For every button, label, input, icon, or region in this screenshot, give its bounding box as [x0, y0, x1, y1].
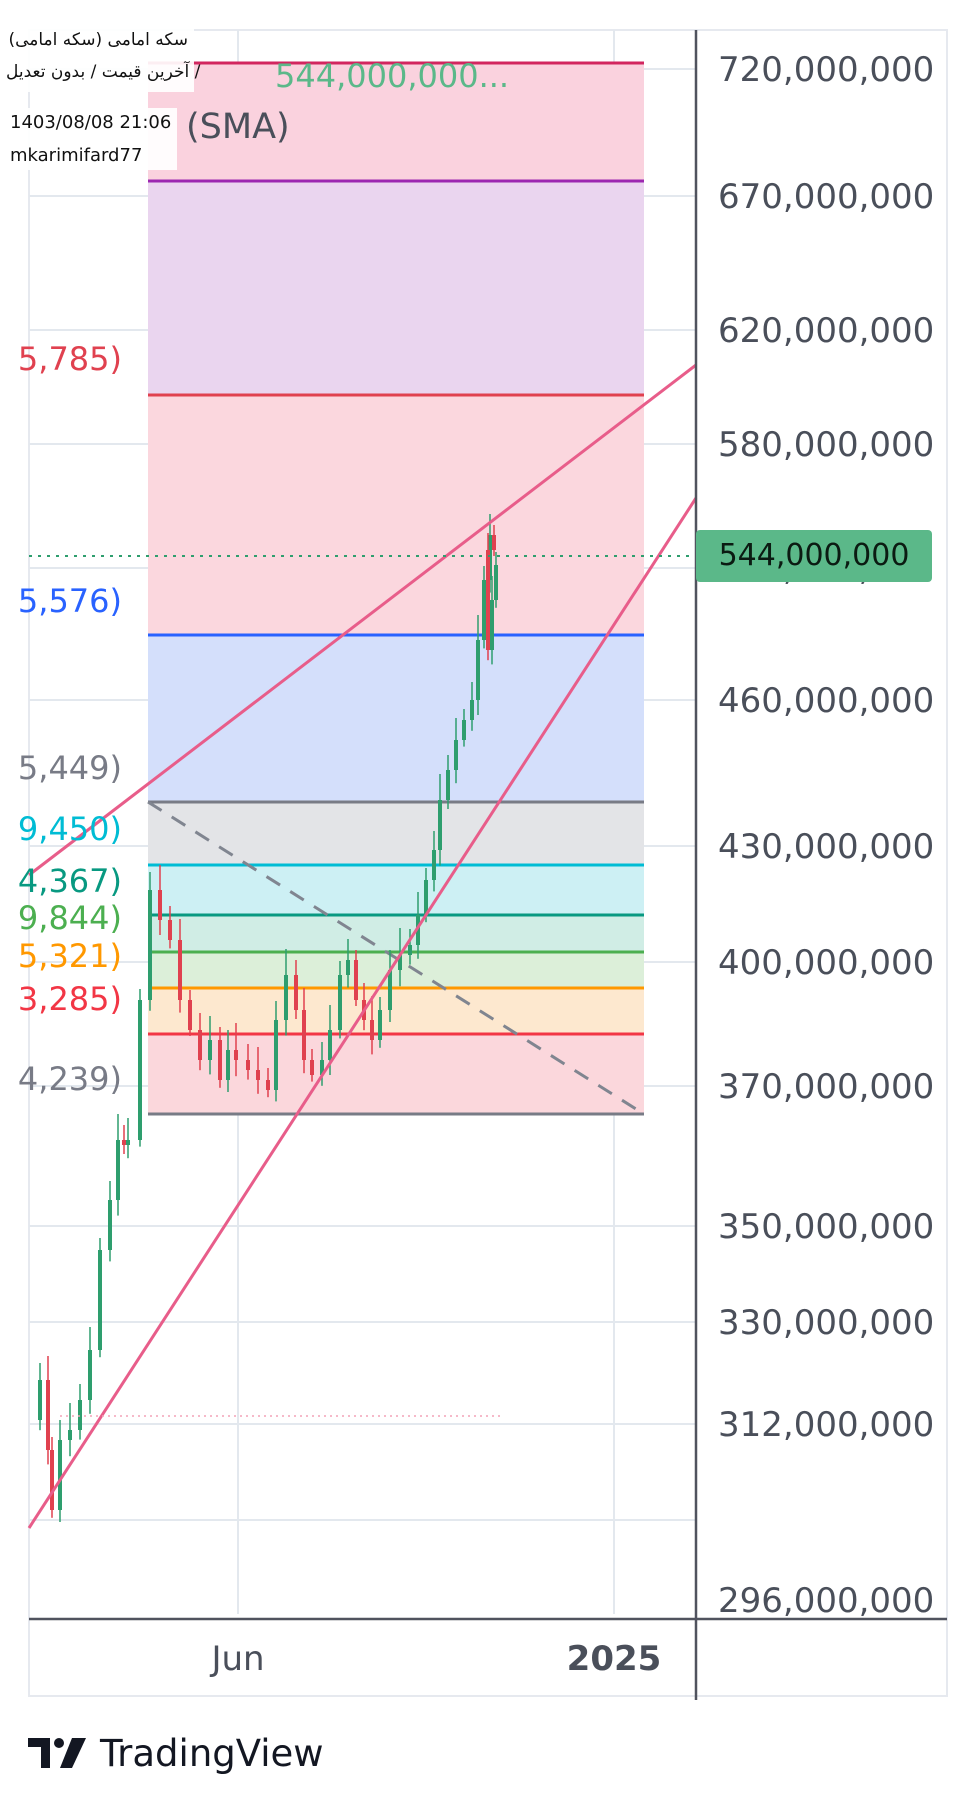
y-tick-label: 296,000,000 [718, 1581, 934, 1621]
candle-body [408, 945, 412, 955]
y-tick-label: 400,000,000 [718, 943, 934, 983]
candle-body [68, 1430, 72, 1440]
candle-body [454, 740, 458, 770]
candle-body [266, 1080, 270, 1090]
candle-body [370, 1020, 374, 1040]
author: mkarimifard77 [10, 145, 143, 166]
candle-body [226, 1050, 230, 1080]
fib-level-labels: 5,785) 5,576) 5,449) 9,450) 4,367)9,844)5,32… [18, 340, 122, 1098]
fib-level-label: 9,844) [18, 899, 122, 937]
fib-level-label: 4,367) [18, 862, 122, 900]
candle-body [354, 960, 358, 1000]
overlay-price: 544,000,000... [275, 57, 509, 95]
candle-body [168, 920, 172, 940]
candle-body [320, 1060, 324, 1075]
candle-body [476, 640, 480, 700]
candle-body [294, 975, 298, 1010]
candle-body [122, 1140, 126, 1145]
fib-level-label: 5,785) [18, 340, 122, 378]
fib-trend-dashed [147, 800, 645, 1116]
y-tick-label: 720,000,000 [718, 50, 934, 90]
candle-body [38, 1380, 42, 1420]
candle-body [482, 580, 486, 640]
candle-body [274, 1020, 278, 1090]
y-tick-label: 430,000,000 [718, 827, 934, 867]
y-tick-label: 460,000,000 [718, 681, 934, 721]
fib-level-label: 5,321) [18, 937, 122, 975]
candle-body [246, 1060, 250, 1070]
candle-body [490, 600, 494, 650]
candle-body [218, 1040, 222, 1080]
symbol-name: سکه امامی (سکه امامی) [8, 30, 188, 50]
candle-body [198, 1030, 202, 1060]
candle-body [178, 940, 182, 1000]
tradingview-logo-icon [28, 1738, 86, 1768]
fib-level-label: 9,450) [18, 810, 122, 848]
fib-level-label: 4,239) [18, 1060, 122, 1098]
y-tick-label: 312,000,000 [718, 1405, 934, 1445]
candle-body [256, 1070, 260, 1080]
candle-body [492, 535, 496, 550]
fib-retracement[interactable] [147, 61, 645, 1116]
candle-body [116, 1140, 120, 1200]
candle-body [388, 970, 392, 1010]
candle-body [208, 1040, 212, 1060]
candle-body [446, 770, 450, 800]
candle-body [438, 800, 442, 850]
candle-body [158, 890, 162, 920]
y-tick-label: 580,000,000 [718, 425, 934, 465]
candle-body [188, 1000, 192, 1030]
candle-body [486, 550, 490, 650]
y-axis: 720,000,000 670,000,000 620,000,000 580,000… [718, 50, 934, 1621]
candle-body [78, 1400, 82, 1430]
candle-body [338, 975, 342, 1030]
x-axis: Jun 2025 [209, 1639, 661, 1679]
candle-body [138, 1000, 142, 1140]
candle-body [126, 1140, 130, 1145]
tradingview-logo[interactable]: TradingView [28, 1728, 324, 1778]
brand-name: TradingView [100, 1731, 324, 1775]
y-tick-label: 670,000,000 [718, 177, 934, 217]
datetime-info: 1403/08/08 21:06 mkarimifard77 [6, 108, 178, 170]
x-tick-label: Jun [209, 1639, 264, 1679]
x-tick-label: 2025 [567, 1639, 662, 1679]
candle-body [328, 1030, 332, 1060]
candle-body [432, 850, 436, 880]
current-price-tag: 544,000,000 [696, 530, 932, 582]
candle-body [46, 1380, 50, 1450]
candle-body [462, 720, 466, 740]
fib-level-label: 5,449) [18, 749, 122, 787]
fib-level-label: 3,285) [18, 980, 122, 1018]
price-type: آخرین قیمت / بدون تعدیل / [6, 62, 200, 82]
fib-level-label: 5,576) [18, 582, 122, 620]
candle-body [378, 1010, 382, 1040]
datetime: 1403/08/08 21:06 [10, 112, 172, 133]
candle-body [310, 1060, 314, 1075]
candle-body [346, 960, 350, 975]
candle-body [398, 955, 402, 970]
candle-body [98, 1250, 102, 1350]
trend-channel[interactable] [27, 363, 698, 1529]
y-tick-label: 330,000,000 [718, 1303, 934, 1343]
y-tick-label: 370,000,000 [718, 1067, 934, 1107]
symbol-info: سکه امامی (سکه امامی) آخرین قیمت / بدون … [6, 24, 200, 92]
candle-body [108, 1200, 112, 1250]
candle-body [148, 890, 152, 1000]
candle-body [50, 1450, 54, 1510]
y-tick-label: 620,000,000 [718, 311, 934, 351]
y-tick-label: 350,000,000 [718, 1207, 934, 1247]
candle-body [88, 1350, 92, 1400]
indicator-label: (SMA) [186, 107, 290, 147]
candle-body [302, 1010, 306, 1060]
candle-body [284, 975, 288, 1020]
candle-body [424, 880, 428, 915]
candle-body [58, 1440, 62, 1510]
candle-body [494, 565, 498, 600]
candle-body [234, 1050, 238, 1060]
candle-body [470, 700, 474, 720]
